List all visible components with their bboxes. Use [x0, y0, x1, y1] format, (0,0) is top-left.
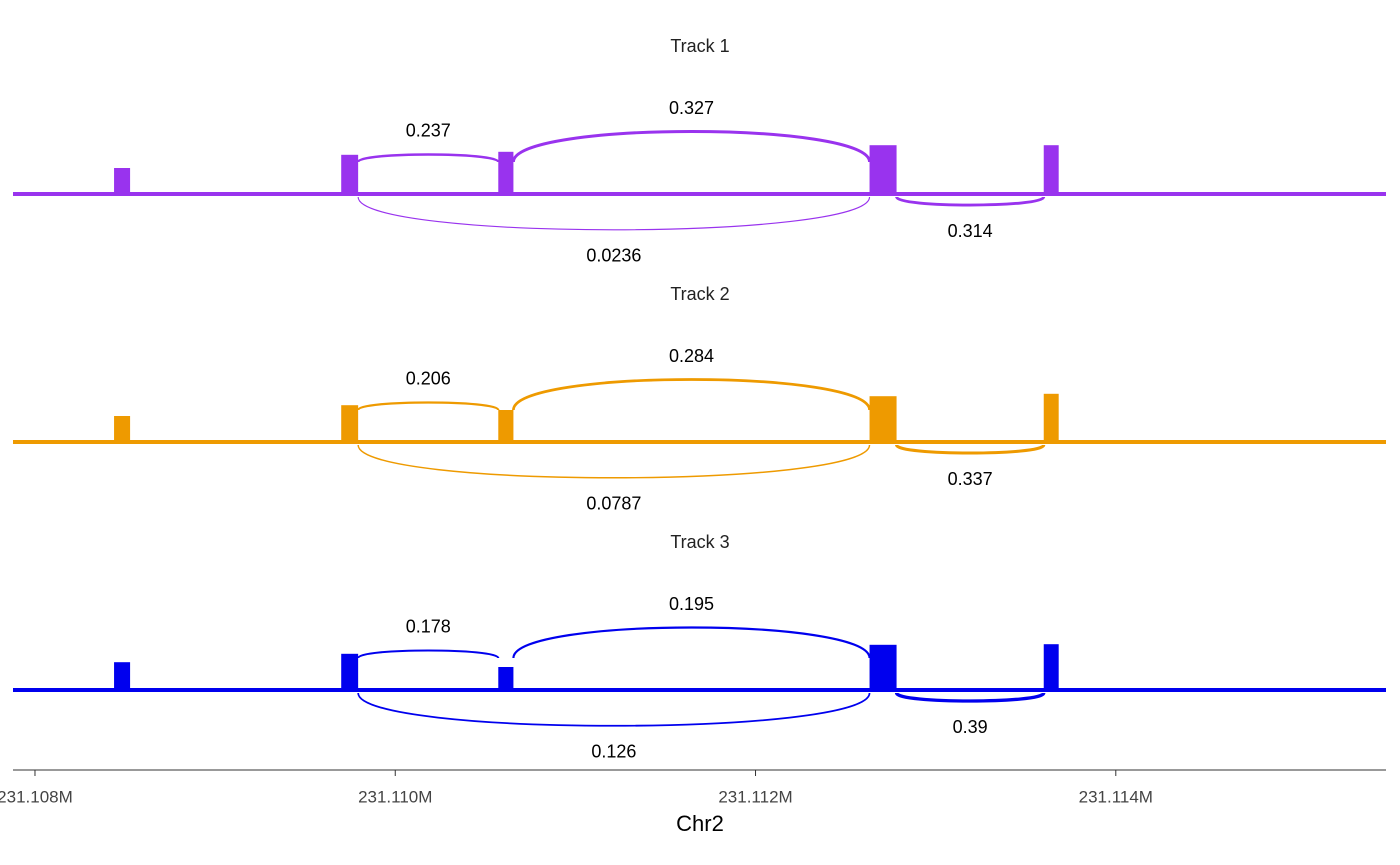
junction-label: 0.39	[953, 717, 988, 737]
x-tick-label: 231.110M	[358, 787, 432, 806]
exon-coverage	[341, 653, 359, 691]
junction-label: 0.314	[948, 221, 993, 241]
junction-label: 0.0236	[586, 246, 641, 266]
junction-label: 0.337	[948, 469, 993, 489]
junction-arc	[512, 626, 871, 659]
exon-coverage	[341, 405, 359, 443]
background-coverage	[13, 192, 1386, 196]
exon-coverage	[114, 662, 131, 691]
junction-label: 0.0787	[586, 494, 641, 514]
junction-label: 0.195	[669, 594, 714, 614]
x-tick-label: 231.108M	[0, 787, 73, 806]
exon-coverage	[869, 145, 897, 195]
junction-label: 0.237	[406, 121, 451, 141]
junction-arc	[357, 649, 500, 660]
junction-arc	[357, 401, 500, 412]
background-coverage	[13, 440, 1386, 444]
junction-arc	[357, 444, 871, 479]
junction-label: 0.327	[669, 98, 714, 118]
junction-arc	[895, 195, 1046, 207]
junction-arc	[357, 196, 871, 231]
exon-coverage	[114, 168, 131, 195]
junction-arc	[894, 691, 1046, 703]
exon-coverage	[498, 410, 514, 443]
junction-label: 0.126	[591, 742, 636, 762]
exon-coverage	[1043, 644, 1059, 691]
junction-arc	[895, 443, 1046, 455]
exon-coverage	[869, 396, 897, 443]
exon-coverage	[114, 416, 131, 443]
junction-arc	[357, 692, 871, 727]
background-coverage	[13, 688, 1386, 692]
junction-arc	[512, 378, 871, 411]
junction-label: 0.284	[669, 346, 714, 366]
exon-coverage	[498, 667, 514, 691]
junction-arc	[356, 153, 500, 164]
exon-coverage	[869, 644, 897, 691]
exon-coverage	[498, 151, 514, 195]
track-title: Track 2	[670, 284, 729, 304]
track-title: Track 3	[670, 532, 729, 552]
track-title: Track 1	[670, 36, 729, 56]
junction-label: 0.206	[406, 369, 451, 389]
exon-coverage	[1043, 145, 1059, 195]
exon-coverage	[1043, 393, 1059, 443]
exon-coverage	[341, 154, 359, 195]
x-axis-label: Chr2	[676, 811, 724, 836]
junction-label: 0.178	[406, 617, 451, 637]
x-tick-label: 231.114M	[1079, 787, 1153, 806]
x-tick-label: 231.112M	[718, 787, 792, 806]
junction-arc	[511, 130, 872, 163]
